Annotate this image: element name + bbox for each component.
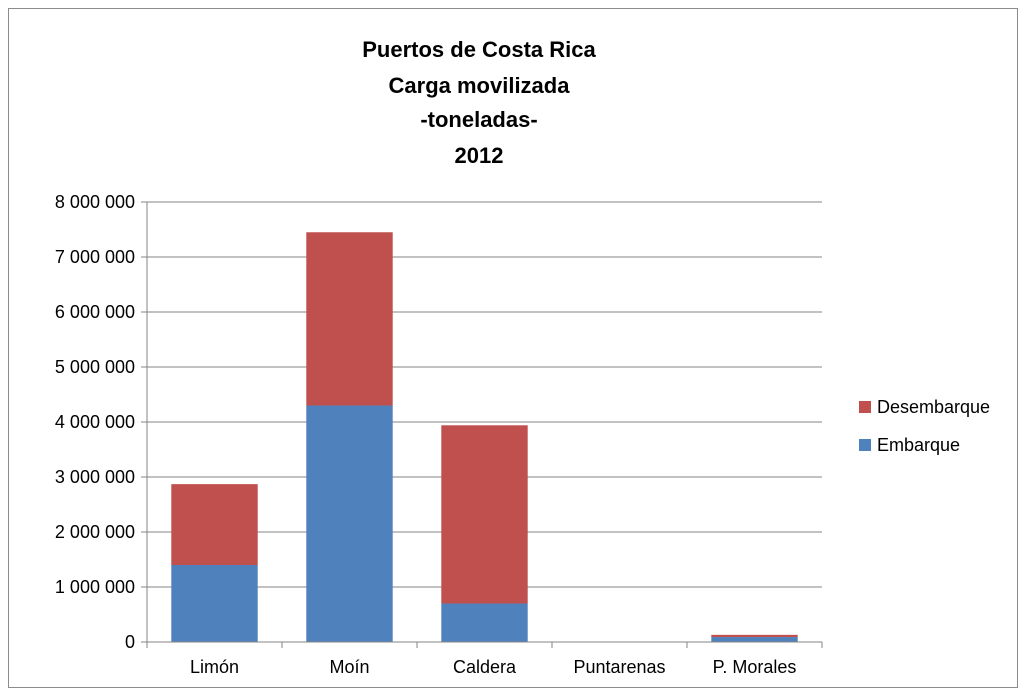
- legend: Desembarque Embarque: [859, 397, 990, 455]
- legend-swatch-desembarque: [859, 401, 871, 413]
- y-axis-ticks: 0 1 000 000 2 000 000 3 000 000 4 000 000 5 0…: [55, 192, 147, 652]
- y-tick-label: 4 000 000: [55, 412, 135, 432]
- x-tick-label: Caldera: [453, 657, 517, 677]
- bar-desembarque-2: [306, 232, 393, 406]
- chart-title: Puertos de Costa Rica Carga movilizada -to…: [362, 37, 596, 168]
- y-tick-label: 3 000 000: [55, 467, 135, 487]
- y-tick-label: 2 000 000: [55, 522, 135, 542]
- legend-swatch-embarque: [859, 439, 871, 451]
- bar-embarque-2: [306, 405, 393, 642]
- x-tick-label: Moín: [329, 657, 369, 677]
- bars: [171, 232, 798, 642]
- bar-desembarque-1: [171, 484, 258, 565]
- axes: [146, 202, 822, 643]
- y-tick-label: 5 000 000: [55, 357, 135, 377]
- legend-label-desembarque: Desembarque: [877, 397, 990, 417]
- bar-embarque-5: [711, 637, 798, 642]
- title-line-4: 2012: [455, 143, 504, 168]
- title-line-2: Carga movilizada: [389, 73, 571, 98]
- x-tick-label: Puntarenas: [573, 657, 665, 677]
- chart-svg: Puertos de Costa Rica Carga movilizada -to…: [55, 37, 990, 677]
- x-axis-ticks: Limón Moín Caldera Puntarenas P. Morales: [146, 642, 823, 677]
- title-line-3: -toneladas-: [420, 107, 537, 132]
- bar-desembarque-5: [711, 634, 798, 638]
- title-line-1: Puertos de Costa Rica: [362, 37, 596, 62]
- x-tick-label: Limón: [190, 657, 239, 677]
- legend-label-embarque: Embarque: [877, 435, 960, 455]
- y-tick-label: 6 000 000: [55, 302, 135, 322]
- x-tick-label: P. Morales: [713, 657, 797, 677]
- y-tick-label: 1 000 000: [55, 577, 135, 597]
- y-tick-label: 0: [125, 632, 135, 652]
- y-tick-label: 7 000 000: [55, 247, 135, 267]
- bar-desembarque-3: [441, 425, 528, 604]
- chart-area: Puertos de Costa Rica Carga movilizada -to…: [8, 8, 1018, 688]
- y-tick-label: 8 000 000: [55, 192, 135, 212]
- bar-embarque-3: [441, 603, 528, 642]
- bar-embarque-1: [171, 565, 258, 642]
